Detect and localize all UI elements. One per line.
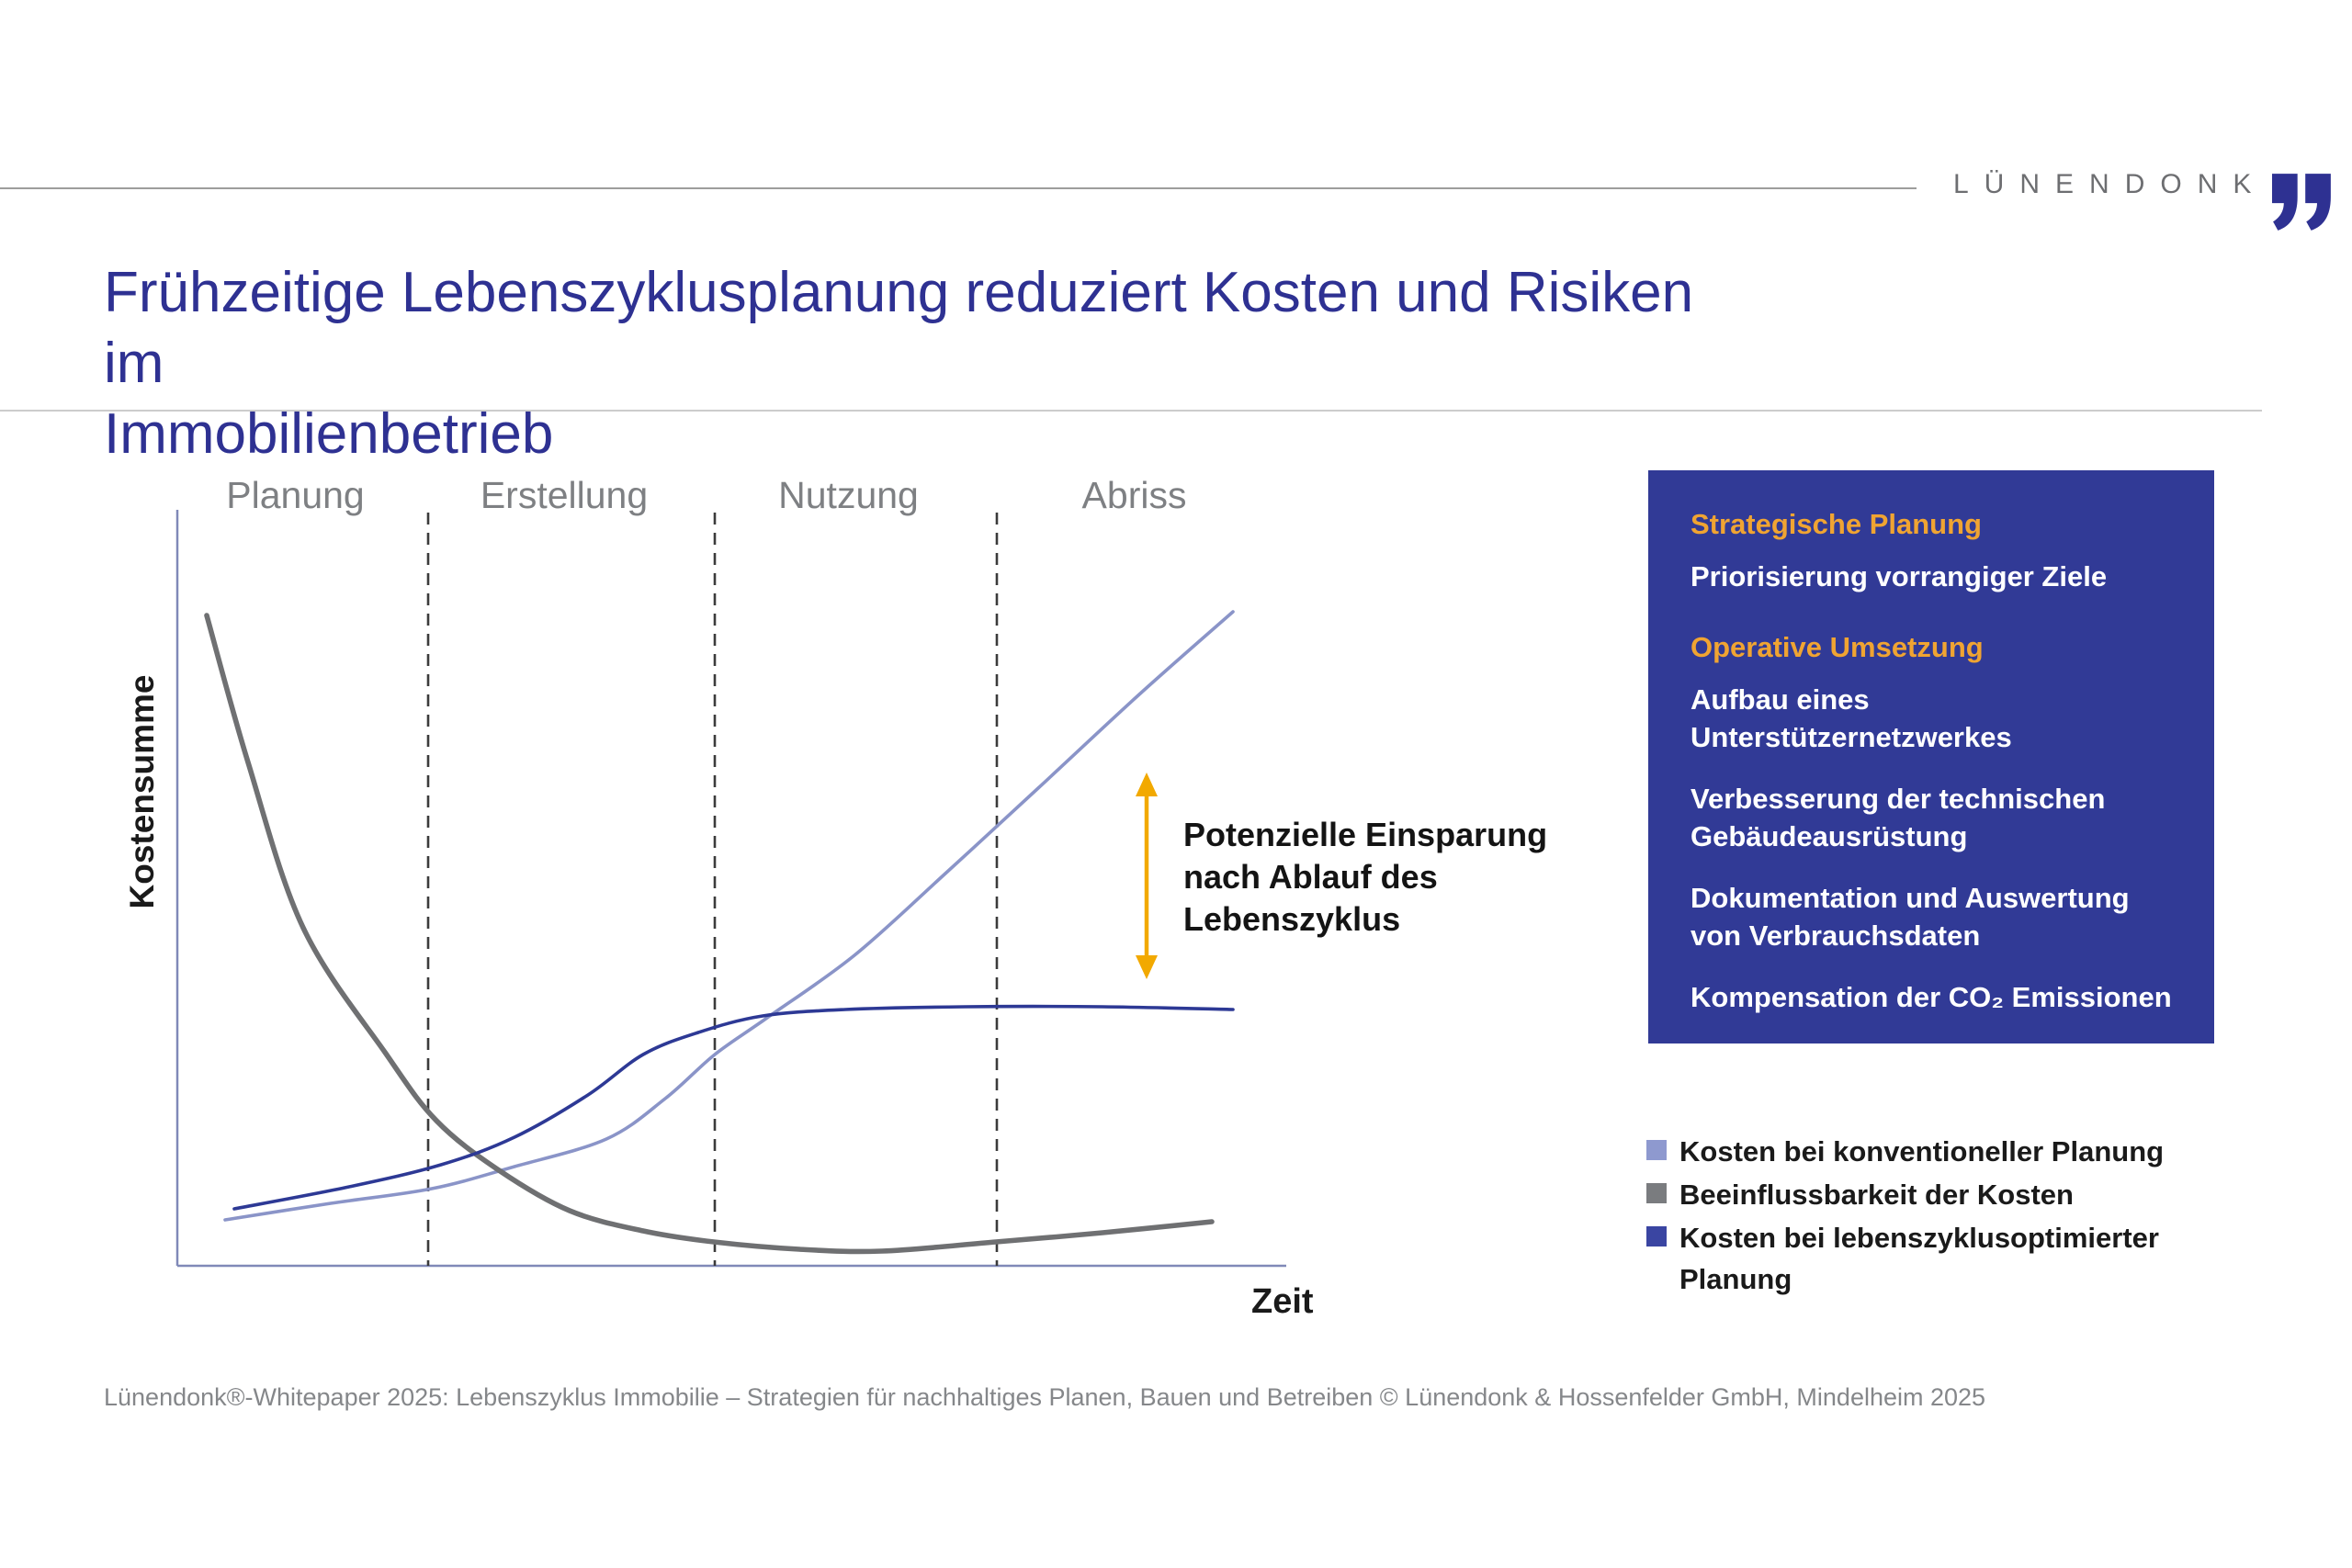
legend-row-3: Kosten bei lebenszyklusoptimierter Planu… (1646, 1217, 2164, 1300)
info-box-item-5: Verbesserung der technischen Gebäudeausr… (1690, 783, 2106, 852)
info-box-item-7: Kompensation der CO₂ Emissionen (1690, 981, 2172, 1013)
x-axis-title: Zeit (1251, 1282, 1314, 1321)
phase-label-erstellung: Erstellung (480, 474, 649, 516)
y-axis-title: Kostensumme (123, 674, 161, 909)
logo-wordmark: LÜNENDONK (1953, 169, 2267, 199)
header-rule (0, 187, 1917, 189)
savings-annotation: Potenzielle Einsparung nach Ablauf des L… (1183, 816, 1548, 938)
info-box-item-2: Priorisierung vorrangiger Ziele (1690, 560, 2108, 592)
measures-info-box: Strategische Planung Priorisierung vorran… (1648, 470, 2214, 1043)
legend-row-1: Kosten bei konventioneller Planung (1646, 1131, 2164, 1172)
legend-label: Kosten bei lebenszyklusoptimierter Planu… (1679, 1222, 2159, 1295)
legend-swatch-icon (1646, 1183, 1667, 1203)
series-curve-3 (232, 1004, 1235, 1211)
series-curve-2 (204, 613, 1215, 1255)
info-box-item-4: Aufbau eines Unterstützernetzwerkes (1690, 683, 2012, 753)
phase-label-nutzung: Nutzung (778, 474, 919, 516)
legend-row-2: Beeinflussbarkeit der Kosten (1646, 1174, 2164, 1215)
quote-marks-shape (2272, 174, 2332, 231)
info-box-item-6: Dokumentation und Auswertung von Verbrau… (1690, 882, 2130, 952)
title-rule (0, 410, 2262, 412)
phase-label-planung: Planung (226, 474, 365, 516)
double-quote-icon (2272, 164, 2333, 245)
legend-swatch-icon (1646, 1226, 1667, 1247)
info-box-item-1: Strategische Planung (1690, 508, 1982, 540)
savings-arrow-head-up (1136, 773, 1158, 796)
info-box-item-3: Operative Umsetzung (1690, 631, 1984, 663)
legend-label: Beeinflussbarkeit der Kosten (1679, 1179, 2074, 1211)
series-curve-1 (223, 610, 1235, 1222)
legend-label: Kosten bei konventioneller Planung (1679, 1135, 2165, 1168)
legend-swatch-icon (1646, 1140, 1667, 1160)
chart-legend: Kosten bei konventioneller Planung Beeinf… (1646, 1131, 2164, 1300)
savings-arrow-head-down (1136, 955, 1158, 979)
source-footnote: Lünendonk®-Whitepaper 2025: Lebenszyklus… (104, 1383, 1986, 1411)
lunendonk-logo: LÜNENDONK (1953, 164, 2333, 245)
phase-label-abriss: Abriss (1081, 474, 1187, 516)
page-title: Frühzeitige Lebenszyklusplanung reduzier… (104, 260, 1694, 466)
